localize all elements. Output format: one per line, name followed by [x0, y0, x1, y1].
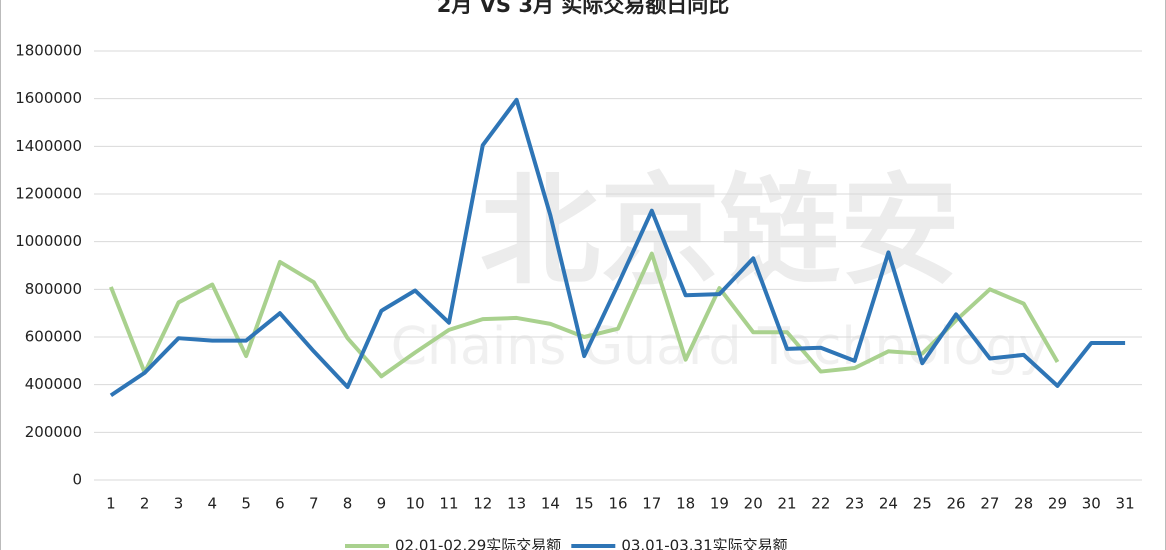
- x-tick-label: 16: [608, 495, 627, 513]
- x-tick-label: 8: [343, 495, 353, 513]
- x-tick-label: 22: [811, 495, 830, 513]
- x-tick-label: 4: [208, 495, 218, 513]
- x-tick-label: 2: [140, 495, 150, 513]
- y-tick-label: 1600000: [15, 89, 82, 107]
- x-tick-label: 28: [1014, 495, 1033, 513]
- x-tick-label: 5: [241, 495, 251, 513]
- x-tick-label: 3: [174, 495, 184, 513]
- series-line: [109, 97, 1126, 398]
- x-tick-label: 21: [777, 495, 796, 513]
- series-line: [109, 251, 1060, 379]
- x-tick-label: 10: [406, 495, 425, 513]
- x-tick-label: 6: [275, 495, 285, 513]
- x-tick-label: 25: [913, 495, 932, 513]
- y-tick-label: 1400000: [15, 137, 82, 155]
- y-tick-label: 800000: [25, 280, 82, 298]
- x-tick-label: 27: [980, 495, 999, 513]
- y-tick-label: 400000: [25, 375, 82, 393]
- y-tick-label: 600000: [25, 328, 82, 346]
- y-tick-label: 1800000: [15, 42, 82, 60]
- x-tick-label: 29: [1048, 495, 1067, 513]
- x-tick-label: 1: [106, 495, 116, 513]
- watermark: 北京链安: [480, 163, 960, 302]
- x-tick-label: 24: [879, 495, 898, 513]
- x-tick-label: 7: [309, 495, 319, 513]
- y-tick-label: 1200000: [15, 185, 82, 203]
- x-tick-label: 17: [642, 495, 661, 513]
- x-tick-label: 12: [473, 495, 492, 513]
- x-tick-label: 14: [541, 495, 560, 513]
- x-tick-label: 9: [377, 495, 387, 513]
- x-tick-label: 31: [1116, 495, 1135, 513]
- legend-label: 03.01-03.31实际交易额: [621, 537, 787, 550]
- chart-title: 2月 VS 3月 实际交易额日同比: [437, 0, 730, 17]
- legend-label: 02.01-02.29实际交易额: [395, 537, 561, 550]
- y-tick-label: 0: [72, 471, 82, 489]
- x-tick-label: 19: [710, 495, 729, 513]
- x-tick-label: 23: [845, 495, 864, 513]
- watermark-subtext: Chains Guard Technology: [391, 317, 1050, 377]
- x-tick-label: 11: [439, 495, 458, 513]
- x-tick-label: 18: [676, 495, 695, 513]
- x-tick-label: 13: [507, 495, 526, 513]
- x-tick-label: 30: [1082, 495, 1101, 513]
- x-tick-label: 20: [744, 495, 763, 513]
- x-tick-label: 15: [575, 495, 594, 513]
- x-tick-label: 26: [947, 495, 966, 513]
- y-tick-label: 200000: [25, 423, 82, 441]
- y-tick-label: 1000000: [15, 232, 82, 250]
